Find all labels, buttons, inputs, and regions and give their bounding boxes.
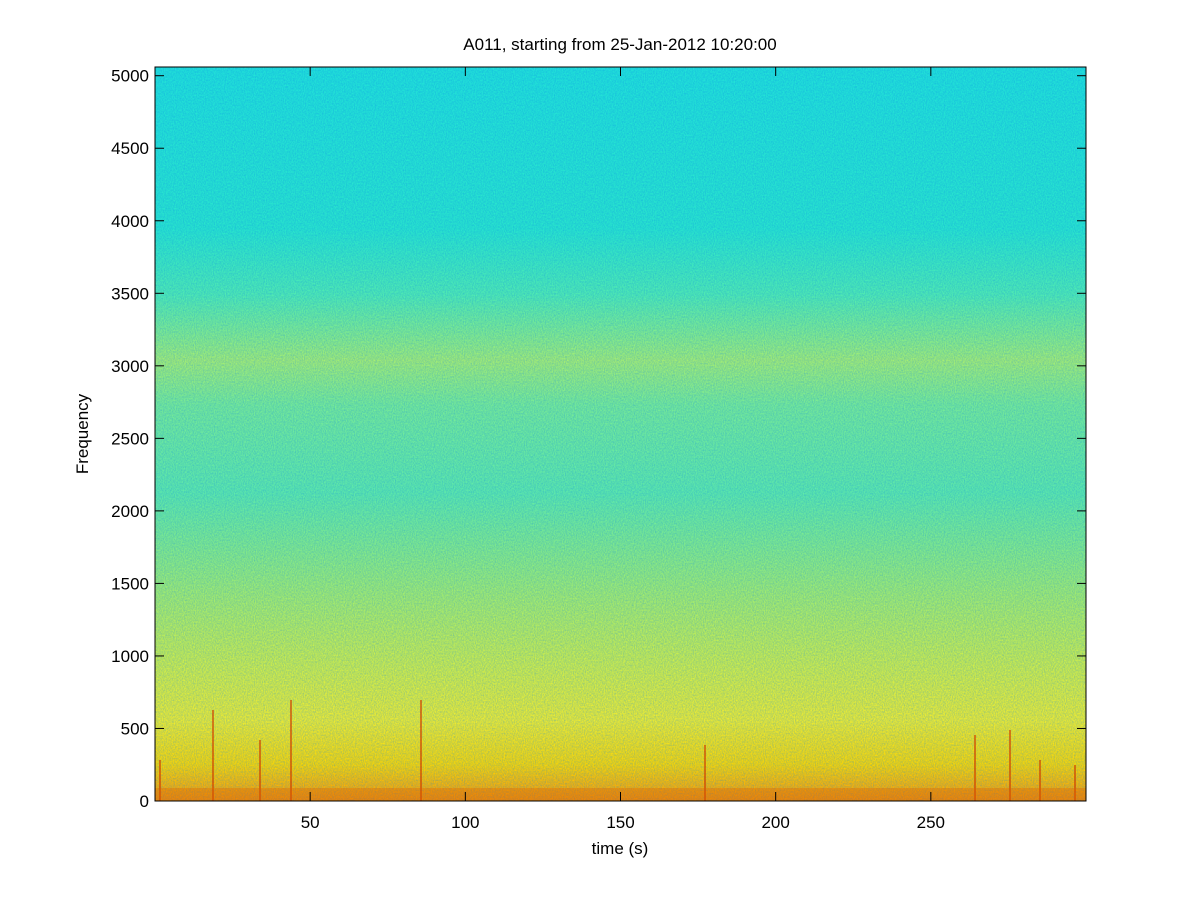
y-tick-label: 2500 bbox=[111, 429, 149, 448]
x-tick-label: 250 bbox=[917, 813, 945, 832]
y-tick-label: 3500 bbox=[111, 284, 149, 303]
y-tick-label: 500 bbox=[121, 719, 149, 738]
x-tick-label: 50 bbox=[301, 813, 320, 832]
x-tick-label: 150 bbox=[606, 813, 634, 832]
y-axis-label: Frequency bbox=[73, 393, 92, 474]
y-tick-label: 1000 bbox=[111, 647, 149, 666]
y-tick-label: 2000 bbox=[111, 502, 149, 521]
x-tick-label: 100 bbox=[451, 813, 479, 832]
x-axis-label: time (s) bbox=[592, 839, 649, 858]
y-tick-label: 4500 bbox=[111, 139, 149, 158]
y-tick-label: 1500 bbox=[111, 574, 149, 593]
y-tick-label: 0 bbox=[140, 792, 149, 811]
x-tick-label: 200 bbox=[761, 813, 789, 832]
chart-title: A011, starting from 25-Jan-2012 10:20:00 bbox=[463, 35, 776, 54]
y-tick-label: 3000 bbox=[111, 357, 149, 376]
y-tick-label: 4000 bbox=[111, 212, 149, 231]
y-tick-label: 5000 bbox=[111, 67, 149, 86]
spectrogram-image bbox=[155, 67, 1086, 801]
